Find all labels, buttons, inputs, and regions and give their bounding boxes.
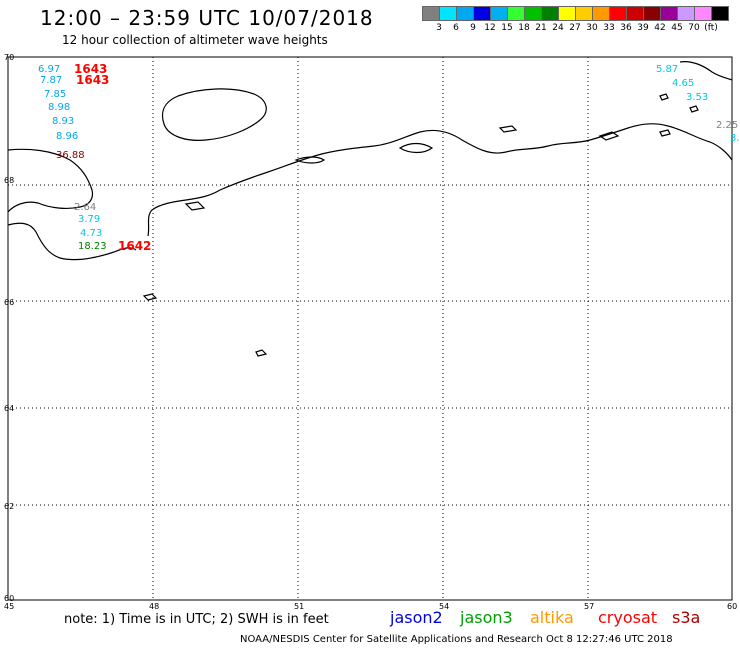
reading: 18.23 bbox=[78, 241, 107, 252]
color-scale-label: 18 bbox=[518, 23, 530, 33]
color-scale-label: 3 bbox=[436, 23, 442, 33]
lat-tick-68: 68 bbox=[4, 176, 14, 185]
color-scale-label: 36 bbox=[620, 23, 632, 33]
lat-tick-70: 70 bbox=[4, 53, 14, 62]
coastline-islet-f bbox=[498, 125, 518, 133]
coastline-islet-e bbox=[398, 142, 434, 154]
reading: 7.87 bbox=[40, 75, 62, 86]
lat-tick-66: 66 bbox=[4, 298, 14, 307]
color-scale-swatches bbox=[422, 6, 729, 21]
reading: 36.88 bbox=[56, 150, 85, 161]
lat-tick-62: 62 bbox=[4, 502, 14, 511]
reading: 2.64 bbox=[74, 202, 96, 213]
wave-height-readings: 6.97 7.87 7.85 8.98 8.93 8.96 36.88 2.64… bbox=[38, 64, 740, 252]
coastline-islet-a bbox=[142, 293, 158, 301]
color-scale-label: (ft) bbox=[704, 23, 718, 33]
lon-tick-48: 48 bbox=[149, 602, 159, 611]
color-scale-label: 12 bbox=[484, 23, 496, 33]
color-scale-label: 45 bbox=[671, 23, 683, 33]
coastline-islet-j bbox=[659, 93, 669, 101]
lat-tick-64: 64 bbox=[4, 404, 14, 413]
satellite-altika: altika bbox=[530, 608, 574, 627]
lon-tick-60: 60 bbox=[727, 602, 737, 611]
satellite-jason3: jason3 bbox=[460, 608, 513, 627]
coastline-islet-d bbox=[294, 156, 326, 164]
color-scale-label: 15 bbox=[501, 23, 513, 33]
reading: 3.53 bbox=[686, 92, 708, 103]
color-swatch bbox=[711, 6, 729, 21]
satellite-s3a: s3a bbox=[672, 608, 701, 627]
color-scale-label: 39 bbox=[637, 23, 649, 33]
pass-time-labels: 1643 1643 1642 bbox=[74, 62, 151, 253]
pass-time-label: 1643 bbox=[76, 73, 109, 87]
credit-line: NOAA/NESDIS Center for Satellite Applica… bbox=[240, 634, 673, 645]
reading: 8.96 bbox=[56, 131, 78, 142]
reading: 7.85 bbox=[44, 89, 66, 100]
color-scale-labels: 3 6 9 12 15 18 21 24 27 30 33 36 39 42 45 70 (ft) bbox=[422, 23, 740, 35]
color-scale-label: 30 bbox=[586, 23, 598, 33]
pass-time-label: 1643 bbox=[74, 62, 107, 76]
color-scale-label: 6 bbox=[453, 23, 459, 33]
page-title: 12:00 – 23:59 UTC 10/07/2018 bbox=[40, 6, 374, 30]
reading: 8.98 bbox=[48, 102, 70, 113]
pass-time-label: 1642 bbox=[118, 239, 151, 253]
lon-tick-51: 51 bbox=[294, 602, 304, 611]
coastline-islet-b bbox=[255, 349, 268, 357]
coastline-kanin-peninsula bbox=[7, 148, 94, 213]
lon-tick-54: 54 bbox=[439, 602, 449, 611]
map-grid bbox=[8, 57, 732, 600]
color-scale-label: 24 bbox=[552, 23, 564, 33]
color-scale-label: 42 bbox=[654, 23, 666, 33]
color-scale-label: 33 bbox=[603, 23, 615, 33]
footer-note: note: 1) Time is in UTC; 2) SWH is in fe… bbox=[64, 612, 329, 627]
reading: 5.87 bbox=[656, 64, 678, 75]
coastline-islet-i bbox=[679, 61, 733, 81]
reading: 2.25 bbox=[716, 120, 738, 131]
coastline-kolguev-island bbox=[161, 88, 267, 141]
coastline-white-sea-south bbox=[7, 222, 137, 261]
reading: 4.73 bbox=[80, 228, 102, 239]
coastline-islet-k bbox=[689, 105, 699, 113]
coastline-islet-c bbox=[184, 201, 206, 211]
satellite-jason2: jason2 bbox=[390, 608, 443, 627]
coastline-mainland bbox=[147, 123, 733, 237]
reading: 6.97 bbox=[38, 64, 60, 75]
reading: 3.79 bbox=[78, 214, 100, 225]
lat-tick-60: 60 bbox=[4, 594, 14, 603]
color-scale-label: 21 bbox=[535, 23, 547, 33]
lon-tick-57: 57 bbox=[584, 602, 594, 611]
color-scale-label: 70 bbox=[688, 23, 700, 33]
reading: 8.93 bbox=[52, 116, 74, 127]
page-subtitle: 12 hour collection of altimeter wave hei… bbox=[62, 33, 328, 47]
color-scale-label: 9 bbox=[470, 23, 476, 33]
coastlines bbox=[7, 61, 733, 357]
color-scale-legend: 3 6 9 12 15 18 21 24 27 30 33 36 39 42 45 70 (ft) bbox=[422, 6, 729, 33]
reading: 3. bbox=[730, 133, 740, 144]
lon-tick-45: 45 bbox=[4, 602, 14, 611]
coastline-islet-g bbox=[598, 131, 620, 141]
color-scale-label: 27 bbox=[569, 23, 581, 33]
map-frame bbox=[7, 56, 733, 601]
reading: 4.65 bbox=[672, 78, 694, 89]
satellite-cryosat: cryosat bbox=[598, 608, 658, 627]
coastline-islet-h bbox=[659, 129, 671, 137]
